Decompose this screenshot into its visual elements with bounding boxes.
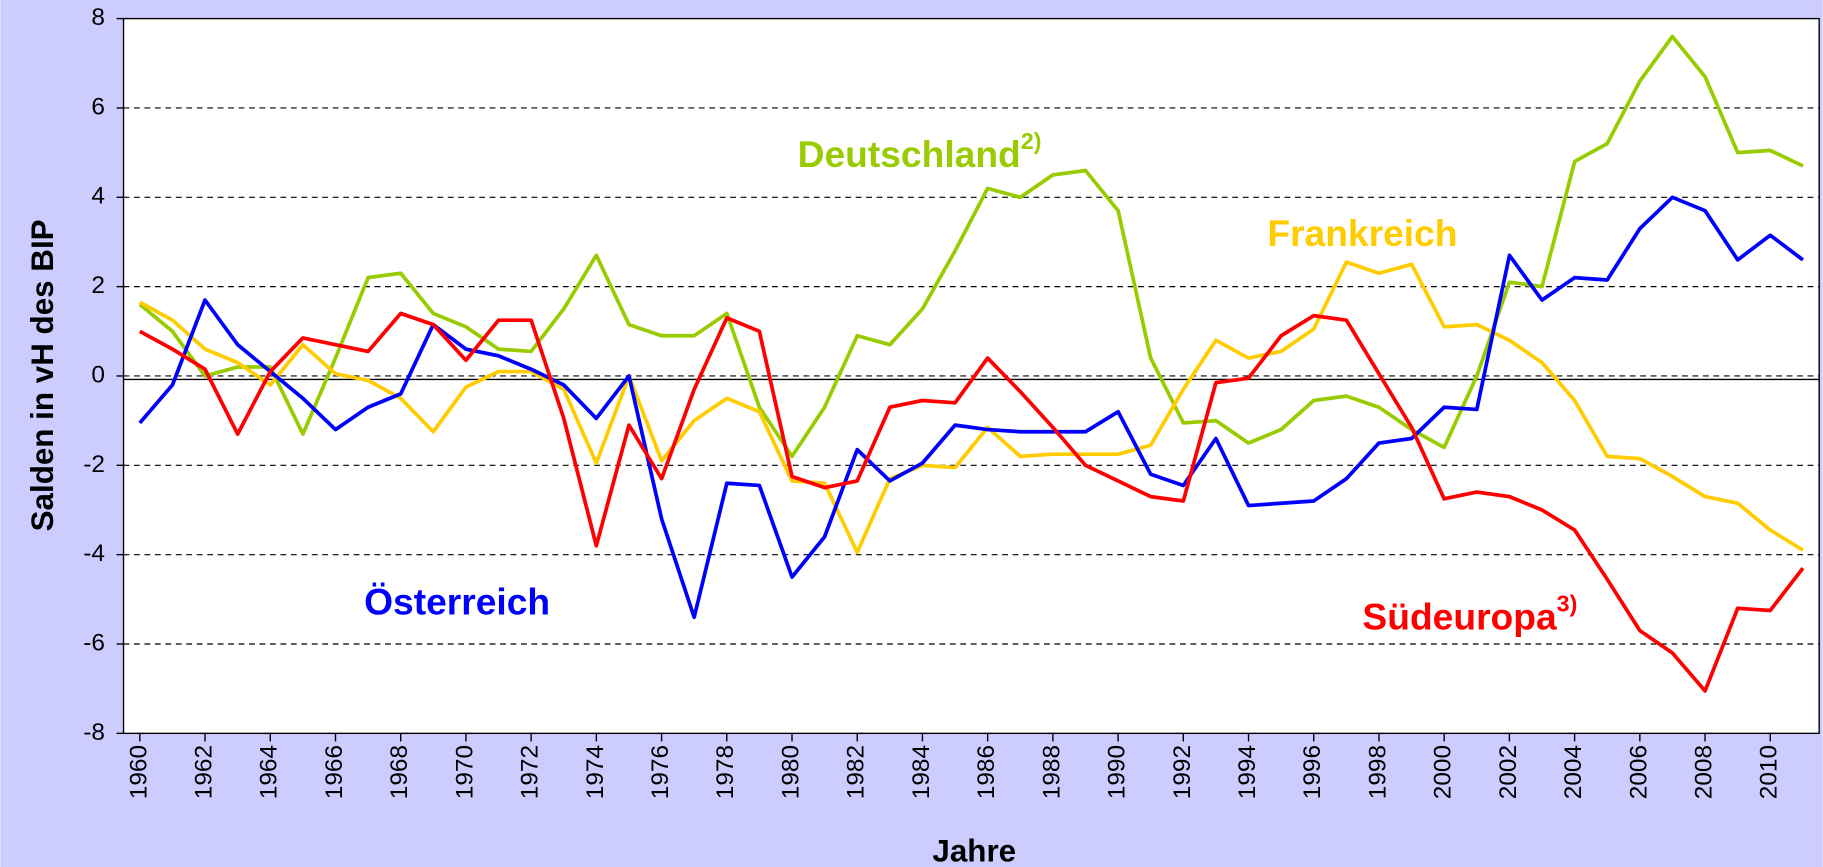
- x-tick-label: 2002: [1495, 745, 1522, 799]
- x-tick-label: 1968: [386, 745, 413, 799]
- series-line: [138, 311, 1805, 693]
- x-tick-label: 1980: [777, 745, 804, 799]
- series-footnote: 3): [1557, 591, 1578, 617]
- x-tick-label: 1962: [191, 745, 218, 799]
- x-tick-label: 1988: [1038, 745, 1065, 799]
- x-tick-label: 1976: [647, 745, 674, 799]
- series-line: [138, 195, 1805, 620]
- x-tick-label: 1974: [582, 745, 609, 799]
- x-tick-label: 1994: [1234, 745, 1261, 799]
- y-tick-label: 2: [91, 272, 105, 299]
- y-axis-title: Salden in vH des BIP: [25, 219, 60, 531]
- series-footnote: 2): [1021, 128, 1042, 154]
- series-line: [138, 260, 1804, 555]
- x-tick-label: 1960: [125, 745, 152, 799]
- series-label: Deutschland2): [798, 128, 1042, 175]
- x-tick-label: 2004: [1560, 745, 1587, 799]
- x-tick-label: 1984: [908, 745, 935, 799]
- x-tick-label: 2006: [1625, 745, 1652, 799]
- y-tick-label: 6: [91, 93, 105, 120]
- x-tick-label: 1972: [517, 745, 544, 799]
- series-label: Österreich: [364, 580, 550, 622]
- x-tick-label: 1978: [712, 745, 739, 799]
- x-tick-label: 1982: [843, 745, 870, 799]
- x-tick-label: 1990: [1104, 745, 1131, 799]
- series-label: Frankreich: [1267, 212, 1457, 254]
- x-tick-label: 1970: [451, 745, 478, 799]
- y-tick-label: -2: [83, 451, 105, 478]
- x-tick-label: 1996: [1299, 745, 1326, 799]
- x-tick-label: 2000: [1430, 745, 1457, 799]
- series-name: Südeuropa: [1362, 595, 1557, 637]
- series-name: Frankreich: [1267, 212, 1457, 254]
- x-axis-title: Jahre: [932, 833, 1016, 867]
- y-tick-label: -4: [83, 540, 105, 567]
- series-name: Österreich: [364, 580, 550, 622]
- x-tick-label: 2010: [1756, 745, 1783, 799]
- y-tick-label: 4: [91, 183, 105, 210]
- x-tick-label: 1992: [1169, 745, 1196, 799]
- x-tick-label: 1964: [256, 745, 283, 799]
- x-tick-label: 1986: [973, 745, 1000, 799]
- x-tick-label: 2008: [1690, 745, 1717, 799]
- series-line: [138, 34, 1804, 459]
- y-tick-label: 8: [91, 4, 105, 31]
- y-tick-label: -6: [83, 629, 105, 656]
- x-tick-label: 1966: [321, 745, 348, 799]
- y-tick-label: -8: [83, 719, 105, 746]
- series-name: Deutschland: [798, 133, 1021, 175]
- y-tick-label: 0: [91, 361, 105, 388]
- series-label: Südeuropa3): [1362, 591, 1577, 638]
- x-tick-label: 1998: [1364, 745, 1391, 799]
